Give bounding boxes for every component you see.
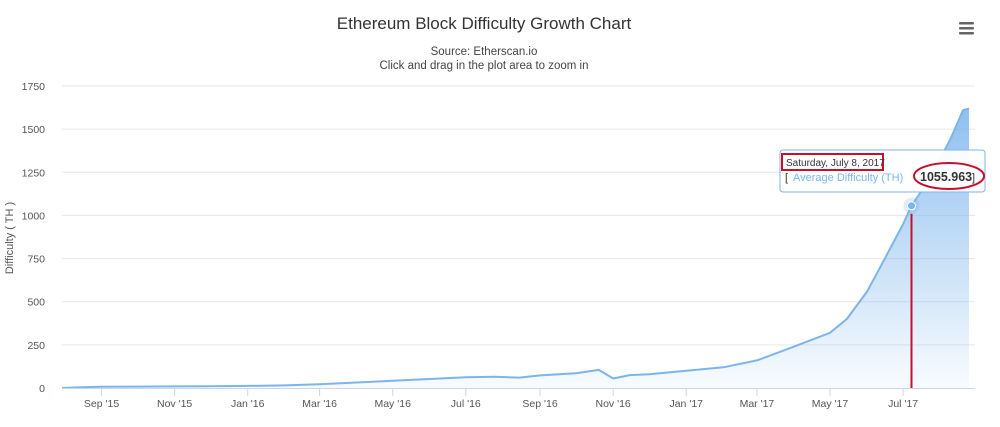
x-tick-label: Jul '17	[888, 398, 918, 410]
x-tick-label: Nov '15	[157, 398, 192, 410]
tooltip: Saturday, July 8, 2017 [ Average Difficu…	[779, 149, 986, 193]
y-axis-label: Difficulty ( TH )	[4, 202, 16, 274]
y-tick-label: 1250	[22, 167, 46, 179]
x-tick-label: Jan '17	[669, 398, 703, 410]
series-line[interactable]	[61, 107, 970, 389]
y-tick-label: 250	[27, 340, 45, 352]
y-axis-ticks: 0 250 500 750 1000 1250 1500 1750	[22, 81, 46, 395]
x-tick-label: Mar '17	[740, 398, 775, 410]
x-tick-label: Jan '16	[231, 398, 265, 410]
x-tick-label: May '17	[812, 398, 849, 410]
y-tick-label: 500	[27, 297, 45, 309]
y-tick-label: 0	[39, 383, 45, 395]
chart-subtitle: Source: Etherscan.io	[431, 46, 538, 58]
x-tick-label: Sep '15	[84, 398, 119, 410]
x-tick-label: Mar '16	[302, 398, 337, 410]
tooltip-bracket-close: ]	[972, 172, 975, 184]
tooltip-bracket-open: [	[785, 172, 788, 184]
x-axis-ticks: Sep '15 Nov '15 Jan '16 Mar '16 May '16 Jul '…	[84, 388, 918, 410]
y-tick-label: 750	[27, 254, 45, 266]
y-tick-label: 1750	[22, 81, 46, 93]
x-tick-label: Nov '16	[596, 398, 631, 410]
x-tick-label: Sep '16	[522, 398, 557, 410]
tooltip-value: 1055.963	[920, 170, 972, 184]
x-tick-label: Jul '16	[451, 398, 481, 410]
tooltip-date: Saturday, July 8, 2017	[786, 158, 885, 169]
grid-lines	[62, 85, 975, 346]
y-tick-label: 1000	[22, 210, 46, 222]
x-tick-label: May '16	[374, 398, 411, 410]
chart-title: Ethereum Block Difficulty Growth Chart	[337, 14, 632, 33]
hamburger-menu-icon	[959, 22, 974, 35]
series-layer	[61, 107, 970, 389]
hover-point[interactable]	[906, 201, 916, 211]
menu-button[interactable]	[955, 15, 979, 37]
series-area	[62, 108, 969, 389]
tooltip-series-name: Average Difficulty (TH)	[793, 172, 903, 184]
y-tick-label: 1500	[22, 124, 46, 136]
chart-zoom-hint: Click and drag in the plot area to zoom …	[379, 60, 588, 72]
